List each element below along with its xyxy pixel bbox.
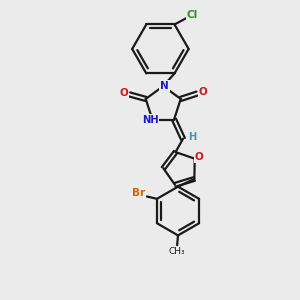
Text: CH₃: CH₃: [169, 247, 185, 256]
Text: NH: NH: [142, 115, 158, 125]
Text: N: N: [160, 81, 169, 91]
Text: H: H: [188, 132, 196, 142]
Text: O: O: [119, 88, 128, 98]
Text: O: O: [195, 152, 204, 163]
Text: Br: Br: [132, 188, 145, 199]
Text: Cl: Cl: [186, 10, 198, 20]
Text: O: O: [199, 87, 207, 97]
